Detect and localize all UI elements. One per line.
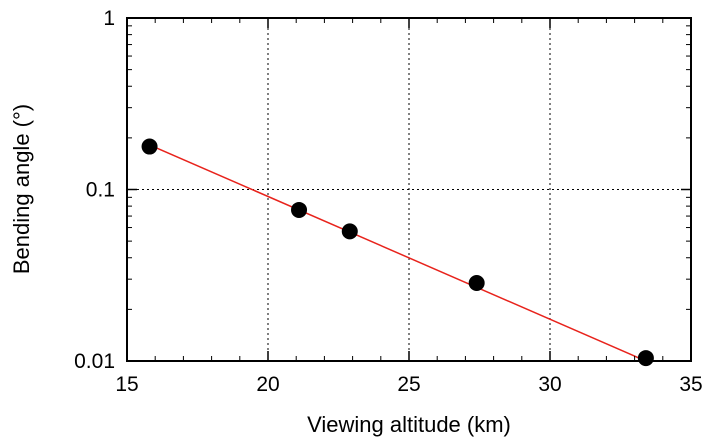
data-point	[637, 350, 654, 367]
data-point	[341, 223, 358, 240]
x-axis-title: Viewing altitude (km)	[307, 412, 511, 437]
data-points	[141, 138, 654, 367]
grid	[127, 18, 691, 361]
x-tick-label: 30	[538, 373, 561, 396]
y-tick-label: 0.01	[74, 350, 115, 373]
x-tick-label: 15	[115, 373, 138, 396]
y-tick-label: 0.1	[86, 179, 115, 202]
x-tick-label: 25	[397, 373, 420, 396]
y-axis-title: Bending angle (°)	[9, 104, 34, 274]
fit-line	[149, 144, 647, 362]
data-point	[141, 138, 158, 155]
x-tick-label: 20	[256, 373, 279, 396]
tick-labels: 15 20 25 30 35 0.01 0.1 1	[74, 7, 703, 396]
y-tick-label: 1	[103, 7, 115, 30]
data-point	[468, 274, 485, 291]
plot-frame	[126, 17, 692, 362]
data-point	[291, 201, 308, 218]
fit-line-group	[149, 144, 647, 362]
x-tick-label: 35	[679, 373, 702, 396]
